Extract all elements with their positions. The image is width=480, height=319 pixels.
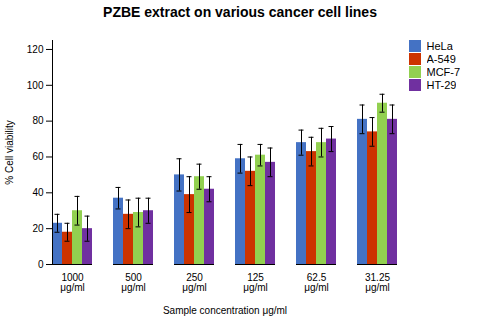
svg-text:120: 120: [27, 44, 44, 55]
svg-text:62.5μg/ml: 62.5μg/ml: [304, 272, 329, 293]
svg-text:40: 40: [32, 187, 44, 198]
html-text:MCF-7: MCF-7: [426, 66, 461, 78]
svg-text:Sample concentration μg/ml: Sample concentration μg/ml: [163, 305, 287, 316]
html-text:A-549: A-549: [426, 53, 456, 65]
svg-text:80: 80: [32, 115, 44, 126]
html-text:HeLa: HeLa: [426, 40, 453, 52]
svg-text:0: 0: [38, 259, 44, 270]
html-text:HT-29: HT-29: [426, 79, 457, 91]
svg-text:500μg/ml: 500μg/ml: [121, 272, 146, 293]
html-text:PZBE extract on various cancer: PZBE extract on various cancer cell line…: [103, 4, 377, 20]
svg-text:1000μg/ml: 1000μg/ml: [60, 272, 85, 293]
svg-text:60: 60: [32, 151, 44, 162]
svg-text:% Cell viability: % Cell viability: [4, 120, 15, 184]
svg-text:20: 20: [32, 223, 44, 234]
svg-text:31.25μg/ml: 31.25μg/ml: [365, 272, 390, 293]
svg-text:250μg/ml: 250μg/ml: [182, 272, 207, 293]
svg-text:100: 100: [27, 80, 44, 91]
svg-text:125μg/ml: 125μg/ml: [243, 272, 268, 293]
